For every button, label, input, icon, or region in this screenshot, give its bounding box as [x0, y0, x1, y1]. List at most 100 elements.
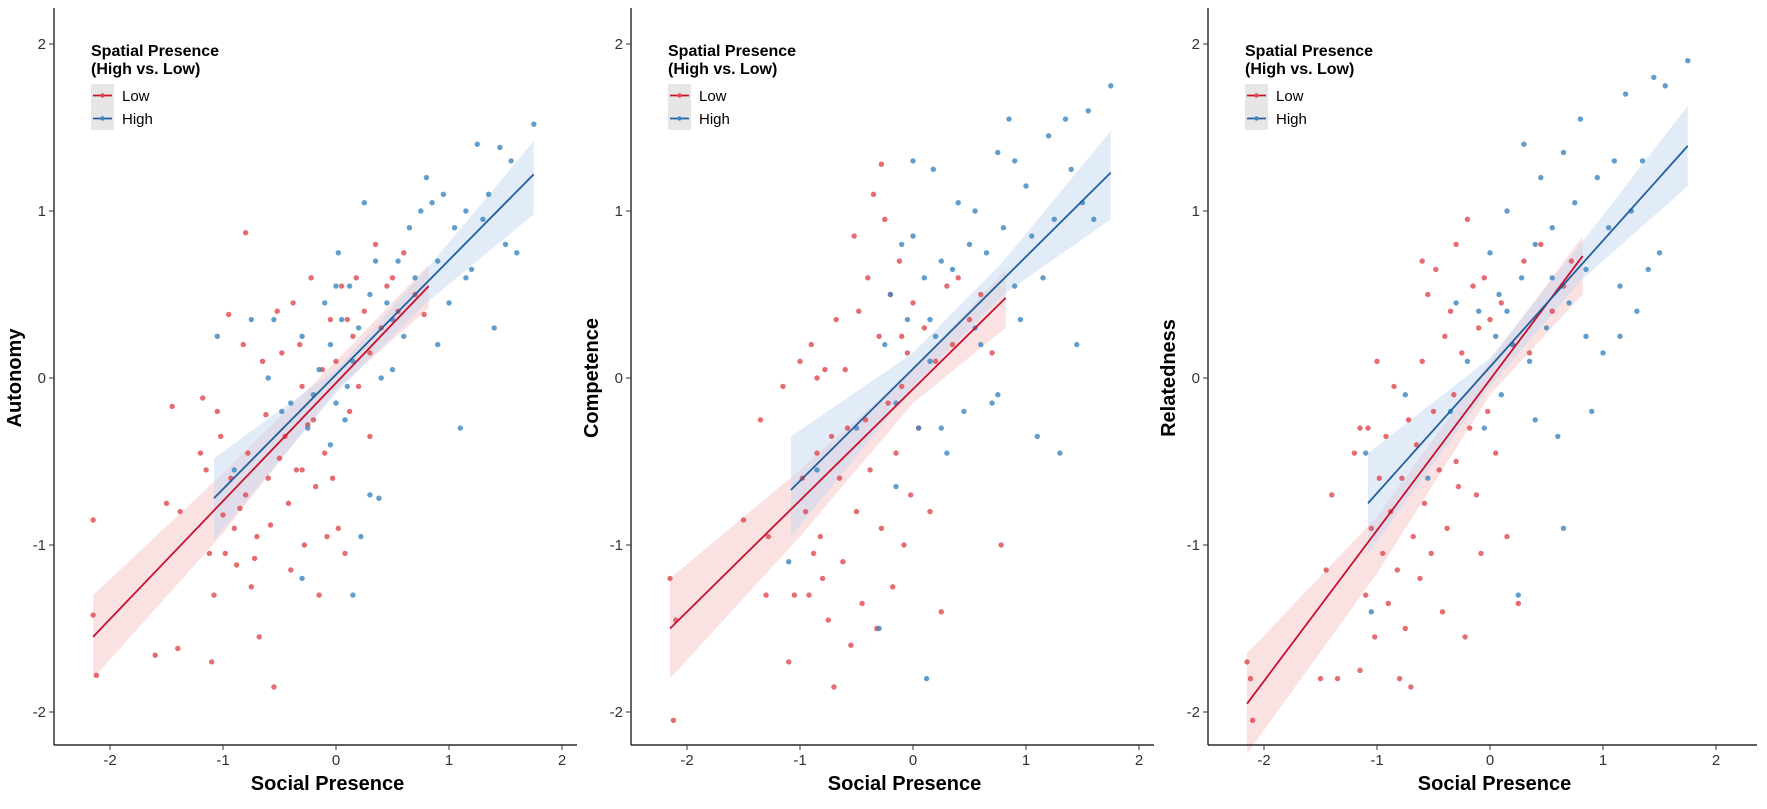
data-point-high — [1493, 333, 1499, 339]
data-point-high — [406, 225, 413, 231]
data-point-low — [279, 350, 285, 356]
data-point-high — [446, 300, 452, 306]
legend-title: Spatial Presence (High vs. Low) — [91, 43, 219, 78]
data-point-low — [209, 659, 215, 665]
data-point-low — [361, 308, 367, 314]
data-point-low — [904, 350, 911, 356]
data-point-low — [329, 475, 336, 481]
y-tick-label: -2 — [33, 704, 46, 721]
data-point-low — [271, 684, 277, 690]
legend-label-low: Low — [699, 88, 727, 105]
data-point-low — [856, 308, 862, 314]
data-point-low — [1442, 333, 1448, 339]
y-tick-label: 2 — [38, 36, 46, 53]
data-point-low — [1385, 600, 1392, 607]
x-tick-label: 1 — [445, 752, 453, 769]
data-point-high — [338, 316, 345, 323]
data-point-low — [836, 475, 843, 481]
data-point-low — [1419, 358, 1425, 364]
data-point-high — [333, 400, 339, 406]
data-point-low — [938, 609, 944, 615]
y-tick-label: 1 — [1192, 203, 1200, 220]
data-point-high — [904, 316, 911, 323]
data-point-high — [1606, 225, 1612, 231]
data-point-high — [440, 191, 447, 197]
data-point-low — [901, 542, 907, 548]
regression-line-high — [213, 173, 535, 499]
legend-title-line: Spatial Presence — [668, 43, 796, 60]
data-point-low — [240, 341, 246, 348]
data-point-low — [1365, 425, 1371, 431]
data-point-high — [248, 316, 254, 323]
data-point-low — [853, 508, 860, 515]
panel-2: -2 -1 0 1 2 -2 -1 0 1 2 Social Presence Competence S… — [581, 8, 1154, 795]
data-point-high — [1051, 216, 1058, 222]
data-point-low — [955, 275, 961, 281]
x-axis-title: Social Presence — [1418, 773, 1571, 795]
data-point-low — [1425, 291, 1431, 298]
data-point-low — [1410, 533, 1416, 540]
data-point-low — [220, 512, 226, 518]
data-point-low — [1451, 392, 1457, 398]
data-point-high — [921, 275, 927, 281]
data-point-high — [1062, 116, 1069, 122]
data-point-low — [1462, 634, 1468, 640]
data-point-low — [814, 450, 820, 456]
data-point-high — [932, 333, 939, 339]
data-point-low — [324, 533, 330, 540]
data-point-low — [1430, 408, 1437, 415]
data-point-low — [840, 559, 846, 565]
data-point-high — [882, 341, 888, 348]
legend-title-line: Spatial Presence — [91, 43, 219, 60]
data-point-high — [1521, 141, 1527, 147]
data-point-low — [1376, 475, 1383, 481]
data-point-low — [242, 230, 249, 236]
data-point-low — [206, 550, 213, 557]
data-point-low — [1549, 308, 1555, 314]
data-point-high — [378, 375, 384, 381]
data-point-high — [1425, 475, 1431, 481]
data-point-low — [338, 283, 345, 289]
legend-key-point-low — [677, 93, 682, 98]
data-point-low — [932, 358, 939, 364]
data-point-high — [1611, 158, 1618, 164]
data-point-high — [1515, 592, 1522, 598]
data-point-low — [1455, 483, 1462, 490]
data-point-low — [831, 684, 837, 690]
data-point-low — [740, 517, 747, 523]
data-point-high — [927, 358, 933, 364]
y-tick-label: 2 — [615, 36, 623, 53]
data-point-low — [293, 467, 300, 473]
data-point-low — [211, 592, 217, 598]
data-point-low — [1317, 675, 1324, 682]
data-point-high — [1068, 166, 1074, 172]
data-point-low — [1459, 350, 1465, 356]
data-point-low — [1383, 433, 1389, 440]
legend-key-point-high — [677, 116, 682, 121]
data-point-high — [899, 241, 905, 248]
data-point-low — [1447, 308, 1454, 314]
data-point-high — [1662, 83, 1668, 89]
data-point-low — [93, 672, 100, 678]
data-point-low — [355, 383, 362, 390]
x-tick-label: -1 — [1370, 752, 1383, 769]
data-point-low — [817, 533, 823, 540]
data-point-low — [222, 550, 228, 557]
data-point-low — [267, 522, 274, 528]
data-point-high — [401, 333, 407, 339]
data-point-low — [878, 161, 885, 167]
data-point-low — [921, 325, 927, 331]
data-point-low — [1453, 241, 1459, 248]
data-point-high — [474, 141, 480, 147]
data-point-low — [765, 533, 772, 540]
data-point-low — [265, 475, 271, 481]
confidence-band-low — [93, 264, 429, 679]
data-point-high — [927, 316, 933, 323]
data-point-high — [786, 559, 792, 565]
data-point-high — [1594, 174, 1601, 181]
data-point-high — [1543, 325, 1550, 331]
data-point-high — [1487, 250, 1493, 256]
data-point-low — [896, 258, 903, 264]
legend-key-point-low — [100, 93, 105, 98]
